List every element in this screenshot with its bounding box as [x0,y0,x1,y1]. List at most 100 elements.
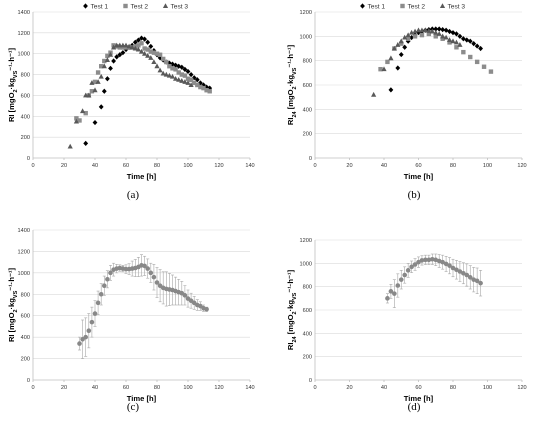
data-point [395,42,401,47]
y-tick-label: 1200 [18,249,30,255]
y-tick-label: 0 [309,378,312,384]
data-point [120,50,126,56]
legend-label: Test 3 [171,3,189,10]
data-point [447,263,452,268]
data-point [474,278,480,284]
data-point [126,43,132,49]
data-point [402,272,408,278]
y-tick-label: 200 [303,355,312,361]
data-point [98,73,104,79]
data-point [154,280,160,285]
legend-label: Test 2 [131,3,149,10]
series-mean [385,253,483,308]
data-point [95,300,101,306]
legend-marker [400,3,405,9]
chart-panel-a: 0 200 400 600 800 1000 1200 1400 0 20 40 60 80 100 120… [7,3,255,201]
data-point [436,26,442,32]
data-point [151,274,157,280]
y-tick-label: 800 [21,292,30,298]
legend: Test 1 Test 2 Test 3 [83,3,188,10]
x-tick-label: 80 [154,163,160,169]
data-point [467,275,473,280]
chart-panel-b: 0 200 400 600 800 1000 1200 0 20 40 60 80 100 120 Time… [286,3,527,201]
data-point [398,38,404,44]
x-axis-title: Time [h] [404,172,434,181]
data-point [154,63,160,69]
data-point [457,33,463,39]
data-point [92,311,98,316]
x-tick-label: 120 [517,385,526,391]
data-point [201,82,206,88]
data-point [405,32,411,38]
y-tick-label: 0 [27,378,30,384]
data-point [136,43,141,48]
data-point [204,88,209,93]
data-point [457,269,463,274]
data-point [83,110,88,116]
x-tick-label: 100 [483,385,492,391]
panel-caption: (b) [408,189,421,201]
data-point [129,44,135,50]
data-point [436,258,442,264]
data-point [412,262,418,267]
y-tick-label: 1200 [300,238,312,244]
data-point [378,66,383,72]
y-tick-label: 400 [21,335,30,341]
data-point [123,42,129,48]
data-point [429,28,435,34]
data-point [207,85,213,91]
x-tick-label: 80 [450,163,456,169]
y-tick-label: 200 [21,357,30,363]
y-tick-label: 1400 [18,228,30,234]
data-point [179,78,185,83]
y-tick-label: 800 [303,285,312,291]
data-point [176,76,182,82]
data-point [398,51,404,58]
data-point [98,291,104,297]
data-point [135,46,141,52]
data-point [388,87,394,93]
panel-caption: (a) [127,189,140,201]
x-tick-label: 40 [381,385,387,391]
data-point [405,268,411,273]
data-point [132,45,138,51]
legend-marker [83,3,88,9]
data-point [95,70,101,75]
data-point [105,76,110,82]
data-point [99,64,104,69]
data-point [450,265,456,271]
x-tick-label: 0 [31,385,34,391]
x-tick-label: 140 [245,163,254,169]
data-point [188,71,194,78]
data-point [95,79,101,84]
data-point [157,67,163,73]
legend-label: Test 2 [408,3,426,10]
y-tick-label: 600 [21,93,30,99]
series-mean [77,254,209,359]
data-point [173,75,179,81]
data-point [440,36,445,41]
data-point [102,58,107,64]
data-point [412,28,418,34]
data-point [108,65,113,71]
y-tick-label: 1000 [18,52,30,58]
data-point [430,256,435,262]
data-point [198,84,203,90]
data-point [104,57,110,62]
data-point [385,296,390,301]
data-point [77,341,82,346]
data-point [402,34,408,40]
data-point [86,92,92,98]
data-point [142,263,147,269]
data-point [101,63,107,69]
data-point [101,88,107,94]
data-point [161,56,166,62]
data-point [201,85,206,91]
series-test-3 [371,27,463,97]
data-point [138,48,145,54]
series-test-1 [83,35,213,146]
data-point [461,270,466,276]
data-point [450,38,456,44]
legend-marker [360,3,365,9]
